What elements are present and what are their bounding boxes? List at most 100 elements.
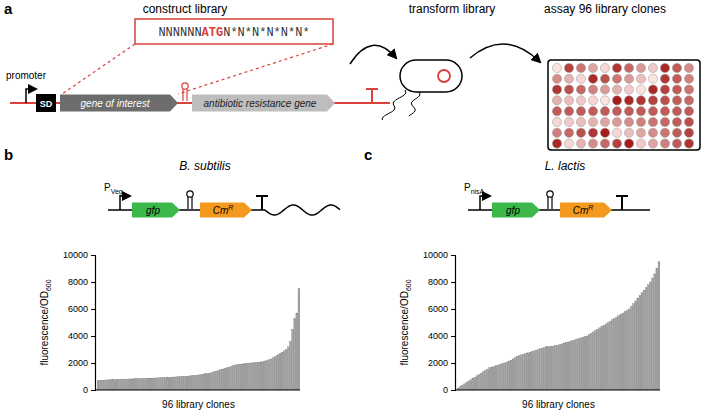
y-axis-title-main: fluorescence/OD	[39, 291, 50, 365]
sd-box	[36, 94, 56, 112]
bar	[294, 318, 296, 390]
bar	[485, 370, 487, 390]
well	[648, 117, 657, 126]
well	[552, 96, 561, 105]
x-axis-line	[455, 389, 660, 390]
bar	[116, 379, 118, 390]
bar	[133, 379, 135, 390]
bar	[489, 368, 491, 390]
bar	[637, 298, 639, 390]
bar	[266, 360, 268, 390]
bar	[626, 310, 628, 390]
bar	[247, 363, 249, 390]
bar	[237, 365, 239, 390]
bar	[493, 366, 495, 390]
gene-label: CmR	[573, 204, 594, 216]
bar	[165, 378, 167, 390]
bar	[273, 358, 275, 390]
bar	[631, 306, 633, 390]
bar	[254, 363, 256, 390]
well	[624, 85, 633, 94]
bar	[544, 347, 546, 390]
y-tick-mark	[451, 282, 455, 283]
panel-a: aconstruct librarytransform libraryassay…	[4, 0, 700, 150]
sd-label: SD	[40, 99, 53, 109]
well	[552, 139, 561, 148]
well	[588, 128, 597, 137]
well	[576, 85, 585, 94]
well	[600, 63, 609, 72]
y-tick-label: 0	[443, 385, 448, 395]
bar	[167, 377, 169, 390]
bar	[580, 338, 582, 390]
panel-label: a	[4, 0, 13, 17]
well	[576, 128, 585, 137]
bar	[563, 343, 565, 390]
well	[648, 85, 657, 94]
bar	[508, 362, 510, 390]
bar	[256, 362, 258, 390]
bar	[597, 329, 599, 390]
well	[660, 85, 669, 94]
bar	[129, 379, 131, 390]
bar	[595, 331, 597, 390]
gene-label: CmR	[213, 204, 234, 216]
step-label: construct library	[143, 2, 228, 16]
bar	[228, 367, 230, 390]
bar	[142, 379, 144, 390]
well	[636, 85, 645, 94]
well	[636, 74, 645, 83]
y-tick-mark	[91, 363, 95, 364]
bar	[232, 366, 234, 390]
bar	[177, 377, 179, 390]
step-label: transform library	[409, 2, 496, 16]
bar	[122, 379, 124, 390]
x-axis-line	[95, 389, 300, 390]
bar	[576, 339, 578, 390]
bar	[144, 378, 146, 390]
bar	[557, 345, 559, 390]
bar	[628, 309, 630, 390]
sequence-part: ATG	[202, 26, 224, 40]
bar	[476, 376, 478, 390]
well	[564, 96, 573, 105]
well	[624, 74, 633, 83]
promoter-label: PnisA	[464, 182, 485, 195]
y-axis: 0200040006000800010000	[63, 250, 96, 395]
bar	[279, 354, 281, 390]
terminator	[366, 89, 378, 103]
well	[648, 96, 657, 105]
bar	[639, 296, 641, 391]
bar	[561, 344, 563, 390]
bars	[97, 289, 300, 390]
well	[684, 107, 693, 116]
well	[684, 128, 693, 137]
bar	[590, 333, 592, 390]
bar	[146, 378, 148, 390]
y-tick-mark	[91, 282, 95, 283]
well	[624, 107, 633, 116]
bar	[108, 380, 110, 390]
bar	[567, 342, 569, 390]
bar	[480, 373, 482, 390]
gene-label: gfp	[506, 205, 520, 216]
well	[624, 96, 633, 105]
well	[624, 117, 633, 126]
gene-of-interest	[60, 95, 178, 112]
y-tick-mark	[91, 390, 95, 391]
well	[576, 74, 585, 83]
bar	[243, 364, 245, 390]
bar	[211, 372, 213, 390]
well	[672, 85, 681, 94]
y-tick: 2000	[428, 358, 455, 368]
well	[564, 117, 573, 126]
gene-label: gene of interest	[81, 98, 151, 109]
bars	[457, 262, 660, 390]
bar	[635, 301, 637, 390]
hairpin-terminator	[548, 197, 552, 209]
well	[564, 139, 573, 148]
y-tick-label: 4000	[68, 331, 88, 341]
bar	[260, 362, 262, 390]
bar	[487, 369, 489, 390]
bar	[518, 356, 520, 390]
